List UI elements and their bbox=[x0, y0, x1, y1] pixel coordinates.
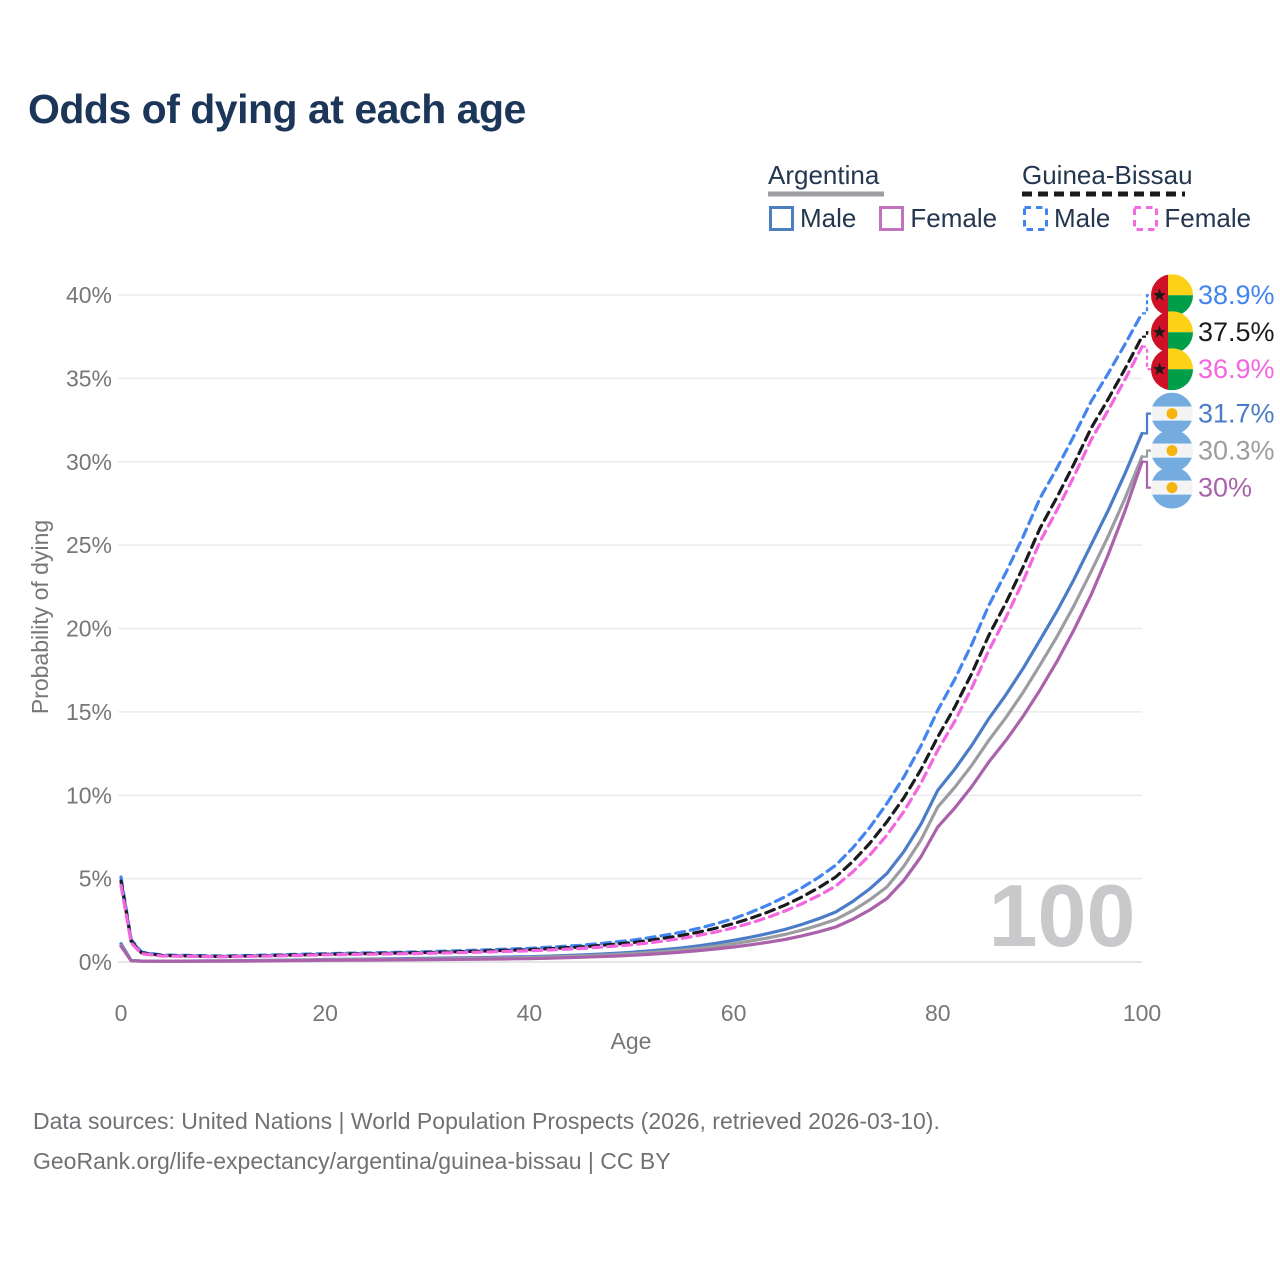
guinea-bissau-flag-icon bbox=[1151, 311, 1193, 354]
label-connector bbox=[1142, 460, 1151, 489]
end-value-label-argentina-both: 30.3% bbox=[1198, 436, 1275, 466]
legend-item-guinea-bissau-male[interactable]: Male bbox=[1022, 203, 1110, 234]
x-tick-label: 40 bbox=[517, 1000, 543, 1026]
series-line-guinea-bissau-both[interactable] bbox=[119, 335, 1144, 959]
end-value-label-argentina-female: 30% bbox=[1198, 473, 1252, 503]
series-line-guinea-bissau-female[interactable] bbox=[119, 345, 1144, 959]
end-value-label-guinea-bissau-both: 37.5% bbox=[1198, 317, 1275, 347]
age-counter-watermark: 100 bbox=[989, 866, 1136, 965]
y-tick-label: 20% bbox=[66, 616, 112, 642]
data-sources-text: Data sources: United Nations | World Pop… bbox=[33, 1108, 940, 1134]
y-tick-label: 0% bbox=[79, 949, 112, 975]
y-tick-label: 15% bbox=[66, 699, 112, 725]
guinea-bissau-flag-icon bbox=[1151, 274, 1193, 317]
end-value-label-guinea-bissau-male: 38.9% bbox=[1198, 280, 1275, 310]
guinea-bissau-line-style-swatch bbox=[1022, 191, 1185, 197]
label-connector bbox=[1142, 449, 1151, 458]
legend-label: Female bbox=[1164, 203, 1252, 233]
argentina-line-style-swatch bbox=[768, 191, 884, 197]
label-connector bbox=[1142, 345, 1151, 371]
legend-item-argentina-female[interactable]: Female bbox=[878, 203, 997, 234]
y-axis-title: Probability of dying bbox=[27, 520, 53, 714]
label-connector bbox=[1142, 331, 1151, 338]
y-tick-label: 40% bbox=[66, 282, 112, 308]
series-line-argentina-female[interactable] bbox=[119, 460, 1144, 963]
legend-item-guinea-bissau-female[interactable]: Female bbox=[1132, 203, 1251, 234]
argentina-flag-icon bbox=[1151, 466, 1193, 509]
y-tick-label: 25% bbox=[66, 532, 112, 558]
argentina-male-swatch-icon bbox=[769, 206, 794, 231]
x-tick-label: 80 bbox=[925, 1000, 951, 1026]
guinea-bissau-flag-icon bbox=[1151, 348, 1193, 391]
page-title: Odds of dying at each age bbox=[28, 86, 526, 132]
legend-group-guinea-bissau: Guinea-Bissau Male Female bbox=[1022, 161, 1251, 234]
legend-items-argentina: Male Female bbox=[768, 203, 997, 234]
end-value-label-guinea-bissau-female: 36.9% bbox=[1198, 354, 1275, 384]
attribution-text: GeoRank.org/life-expectancy/argentina/gu… bbox=[33, 1148, 671, 1174]
label-connector bbox=[1142, 294, 1151, 315]
legend-items-guinea-bissau: Male Female bbox=[1022, 203, 1251, 234]
legend-group-argentina: Argentina Male Female bbox=[768, 161, 997, 234]
x-tick-label: 20 bbox=[312, 1000, 338, 1026]
y-tick-label: 10% bbox=[66, 782, 112, 808]
y-tick-label: 35% bbox=[66, 365, 112, 391]
argentina-flag-icon bbox=[1151, 429, 1193, 472]
end-value-label-argentina-male: 31.7% bbox=[1198, 399, 1275, 429]
legend-group-title-argentina: Argentina bbox=[768, 160, 880, 190]
y-tick-label: 5% bbox=[79, 866, 112, 892]
legend-label: Male bbox=[1054, 203, 1111, 233]
legend-label: Female bbox=[910, 203, 998, 233]
label-connector bbox=[1142, 412, 1151, 435]
argentina-flag-icon bbox=[1151, 392, 1193, 435]
x-tick-label: 60 bbox=[721, 1000, 747, 1026]
x-tick-label: 100 bbox=[1123, 1000, 1161, 1026]
legend-group-title-guinea-bissau: Guinea-Bissau bbox=[1022, 160, 1193, 190]
x-tick-label: 0 bbox=[115, 1000, 128, 1026]
y-tick-label: 30% bbox=[66, 449, 112, 475]
x-axis-title: Age bbox=[611, 1028, 652, 1054]
argentina-female-swatch-icon bbox=[879, 206, 905, 231]
legend-label: Male bbox=[800, 203, 857, 233]
legend-item-argentina-male[interactable]: Male bbox=[768, 203, 856, 234]
